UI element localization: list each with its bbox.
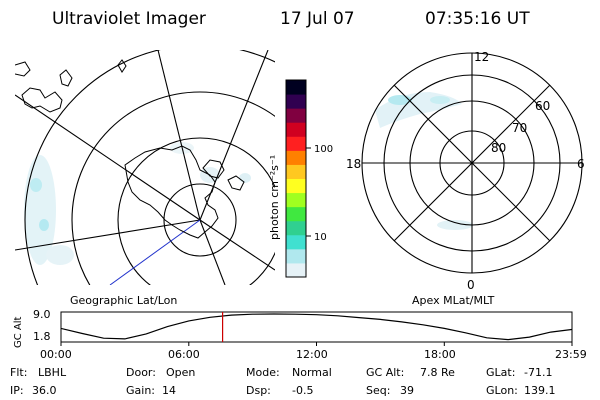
- status-glon-label: GLon:: [486, 384, 518, 397]
- mlt-meridians: [362, 53, 582, 273]
- magnetic-polar-panel: 12 18 6 0 60 70 80 Apex MLat/MLT: [346, 50, 585, 307]
- latitude-circles: [24, 50, 275, 285]
- colorbar-strip: [286, 150, 306, 165]
- mlt-label-midnight: 0: [467, 278, 475, 292]
- colorbar-strip: [286, 80, 306, 95]
- status-flt-label: Flt:: [10, 366, 27, 379]
- status-dsp-value: -0.5: [292, 384, 313, 397]
- status-gain-value: 14: [162, 384, 176, 397]
- colorbar-strip: [286, 262, 306, 278]
- status-door-value: Open: [166, 366, 195, 379]
- colorbar-strip: [286, 248, 306, 264]
- coastlines: [15, 59, 245, 239]
- auroral-emission: [24, 142, 251, 265]
- orbit-altitude-plot: GC Alt 9.0 1.8 00:00 06:00 12:00 18:00 2…: [13, 308, 587, 361]
- colorbar-strip: [286, 220, 306, 236]
- orbit-xtick-label-2359: 23:59: [555, 348, 587, 361]
- orbit-xtick-label-0000: 00:00: [40, 348, 72, 361]
- colorbar-strip: [286, 178, 306, 194]
- colorbar-tick-label-100: 100: [314, 144, 333, 155]
- status-gcalt-value: 7.8 Re: [420, 366, 455, 379]
- mlt-label-noon: 12: [474, 50, 489, 64]
- colorbar-unit-label: photon cm⁻²s⁻¹: [268, 155, 281, 240]
- orbit-ylabel: GC Alt: [13, 316, 24, 348]
- status-glon-value: 139.1: [524, 384, 556, 397]
- orbit-xtick-label-1800: 18:00: [424, 348, 456, 361]
- orbit-ytick-min: 1.8: [33, 330, 51, 343]
- orbit-xtick-label-1200: 12:00: [296, 348, 328, 361]
- instrument-title: Ultraviolet Imager: [52, 9, 206, 29]
- auroral-oval-emission: [375, 92, 473, 230]
- status-door-label: Door:: [126, 366, 156, 379]
- orbit-altitude-line: [61, 313, 572, 341]
- orbit-xticks: [60, 342, 573, 346]
- colorbar-strips: [286, 80, 306, 278]
- observation-time: 07:35:16 UT: [425, 9, 530, 29]
- geographic-caption: Geographic Lat/Lon: [70, 294, 177, 307]
- status-dsp-label: Dsp:: [246, 384, 271, 397]
- status-seq-label: Seq:: [366, 384, 390, 397]
- mlat-label-80: 80: [491, 141, 506, 155]
- status-readout: Flt: LBHL Door: Open Mode: Normal GC Alt…: [10, 366, 556, 397]
- status-mode-value: Normal: [292, 366, 332, 379]
- status-gain-label: Gain:: [126, 384, 155, 397]
- status-seq-value: 39: [400, 384, 414, 397]
- colorbar-strip: [286, 234, 306, 250]
- colorbar-strip: [286, 108, 306, 123]
- mlt-label-dusk: 18: [346, 157, 361, 171]
- status-ip-label: IP:: [10, 384, 24, 397]
- colorbar: 100 10 photon cm⁻²s⁻¹: [268, 79, 333, 278]
- colorbar-strip: [286, 136, 306, 151]
- orbit-xtick-label-0600: 06:00: [168, 348, 200, 361]
- orbit-ytick-max: 9.0: [33, 308, 51, 321]
- mlat-label-60: 60: [535, 99, 550, 113]
- status-mode-label: Mode:: [246, 366, 280, 379]
- colorbar-strip: [286, 164, 306, 179]
- colorbar-strip: [286, 192, 306, 208]
- geographic-image-panel: Geographic Lat/Lon: [15, 50, 275, 307]
- status-gcalt-label: GC Alt:: [366, 366, 404, 379]
- status-ip-value: 36.0: [32, 384, 57, 397]
- colorbar-frame: [285, 79, 307, 278]
- colorbar-strip: [286, 94, 306, 109]
- orbit-plot-frame: [60, 311, 573, 343]
- colorbar-strip: [286, 206, 306, 222]
- subsolar-direction-line: [109, 219, 201, 285]
- mlt-label-dawn: 6: [577, 157, 585, 171]
- status-glat-value: -71.1: [524, 366, 552, 379]
- colorbar-tick-label-10: 10: [314, 232, 327, 243]
- magnetic-caption: Apex MLat/MLT: [412, 294, 495, 307]
- longitude-lines: [15, 50, 275, 285]
- status-flt-value: LBHL: [38, 366, 67, 379]
- observation-date: 17 Jul 07: [280, 9, 355, 29]
- colorbar-strip: [286, 122, 306, 137]
- status-glat-label: GLat:: [486, 366, 515, 379]
- mlat-label-70: 70: [512, 121, 527, 135]
